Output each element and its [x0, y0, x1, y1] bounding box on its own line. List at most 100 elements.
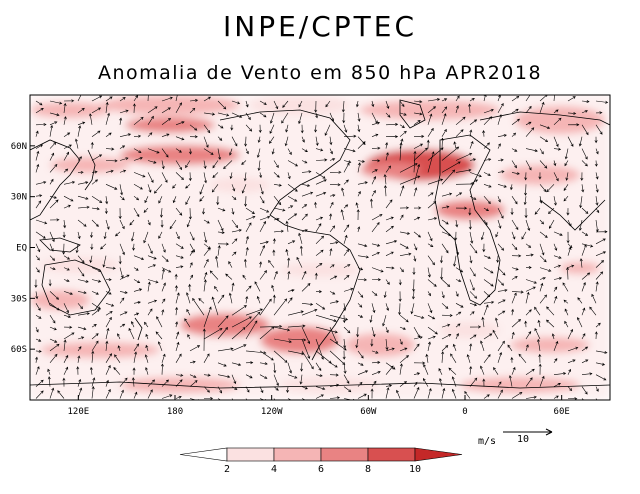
wind-vector [229, 172, 233, 180]
wind-vector [161, 309, 165, 316]
wind-vector [231, 316, 252, 328]
wind-vector [357, 303, 363, 308]
wind-vector [273, 172, 280, 178]
wind-vector [174, 273, 178, 280]
wind-vector [468, 103, 472, 113]
wind-vector [497, 279, 505, 286]
wind-vector [133, 207, 140, 218]
wind-vector [161, 96, 173, 102]
wind-vector [77, 125, 82, 137]
wind-vector [411, 291, 415, 300]
wind-vector [483, 267, 494, 274]
wind-vector [119, 97, 126, 102]
wind-vector [133, 288, 143, 292]
wind-vector [49, 267, 56, 271]
wind-vector [539, 184, 547, 193]
wind-vector [49, 218, 60, 222]
wind-vector [105, 184, 118, 190]
wind-vector [581, 282, 586, 292]
wind-vector [88, 113, 93, 125]
wind-vector [427, 387, 432, 399]
wind-vector [469, 325, 482, 329]
wind-vector [539, 267, 552, 272]
wind-vector [497, 299, 506, 304]
wind-vector [175, 292, 180, 304]
wind-vector [398, 291, 402, 302]
wind-vector [77, 219, 87, 227]
wind-vector [355, 338, 359, 349]
wind-vector [153, 184, 163, 194]
wind-vector [119, 195, 125, 201]
wind-vector [174, 285, 178, 292]
wind-vector [483, 172, 491, 176]
wind-vector [147, 219, 151, 226]
wind-vector [147, 184, 152, 193]
wind-vector [469, 311, 475, 316]
wind-vector [186, 219, 191, 228]
wind-vector [329, 362, 338, 368]
wind-vector [539, 294, 548, 304]
wind-vector [427, 217, 438, 221]
lat-tick-label: 60S [11, 345, 27, 355]
wind-vector [549, 219, 555, 229]
wind-vector [216, 196, 220, 206]
wind-vector [539, 160, 548, 169]
wind-vector [254, 281, 261, 292]
wind-vector [441, 279, 451, 288]
wind-vector [413, 386, 420, 399]
wind-vector [497, 207, 504, 219]
wind-vector [342, 350, 346, 360]
wind-vector [119, 290, 128, 294]
wind-vector [161, 160, 165, 170]
wind-vector [525, 148, 538, 153]
wind-vector [231, 184, 236, 192]
wind-vector [49, 199, 59, 209]
wind-vector [441, 192, 453, 197]
wind-vector [329, 201, 334, 209]
wind-vector [245, 374, 253, 379]
wind-vector [511, 276, 518, 280]
wind-vector [525, 95, 531, 102]
wind-vector [396, 389, 401, 399]
coast-south-america [299, 229, 361, 361]
wind-vector [35, 200, 42, 209]
wind-vector [189, 274, 194, 280]
wind-vector [91, 95, 103, 102]
wind-vector [525, 105, 532, 114]
wind-vector [315, 314, 337, 323]
wind-vector [105, 327, 110, 340]
wind-vector [63, 132, 71, 137]
wind-vector [298, 112, 303, 125]
wind-vector [595, 322, 601, 328]
wind-vector [553, 147, 562, 151]
wind-vector [455, 311, 462, 316]
wind-vector [185, 184, 191, 189]
wind-vector [357, 181, 368, 185]
wind-vector [427, 106, 436, 114]
wind-vector [427, 335, 436, 340]
wind-vector [133, 134, 142, 138]
wind-vector [525, 331, 532, 340]
wind-vector [355, 202, 359, 209]
colorbar-label: 10 [409, 464, 421, 475]
wind-vector [63, 102, 67, 113]
wind-vector [482, 378, 486, 387]
wind-vector [581, 124, 589, 136]
wind-vector [511, 243, 518, 251]
wind-vector [35, 219, 48, 225]
wind-vector [315, 303, 326, 310]
wind-vector [77, 95, 82, 102]
map-subtitle: Anomalia de Vento em 850 hPa APR2018 [97, 62, 543, 84]
wind-vector [567, 264, 575, 268]
wind-vector [510, 208, 514, 216]
wind-vector [385, 216, 394, 221]
wind-vector [188, 148, 192, 155]
lat-tick-label: EQ [16, 244, 27, 254]
wind-vector [483, 300, 495, 304]
wind-vector [427, 178, 444, 185]
wind-vector [35, 366, 40, 375]
wind-vector [217, 327, 229, 340]
wind-vector [147, 106, 158, 114]
wind-vector [259, 326, 275, 340]
